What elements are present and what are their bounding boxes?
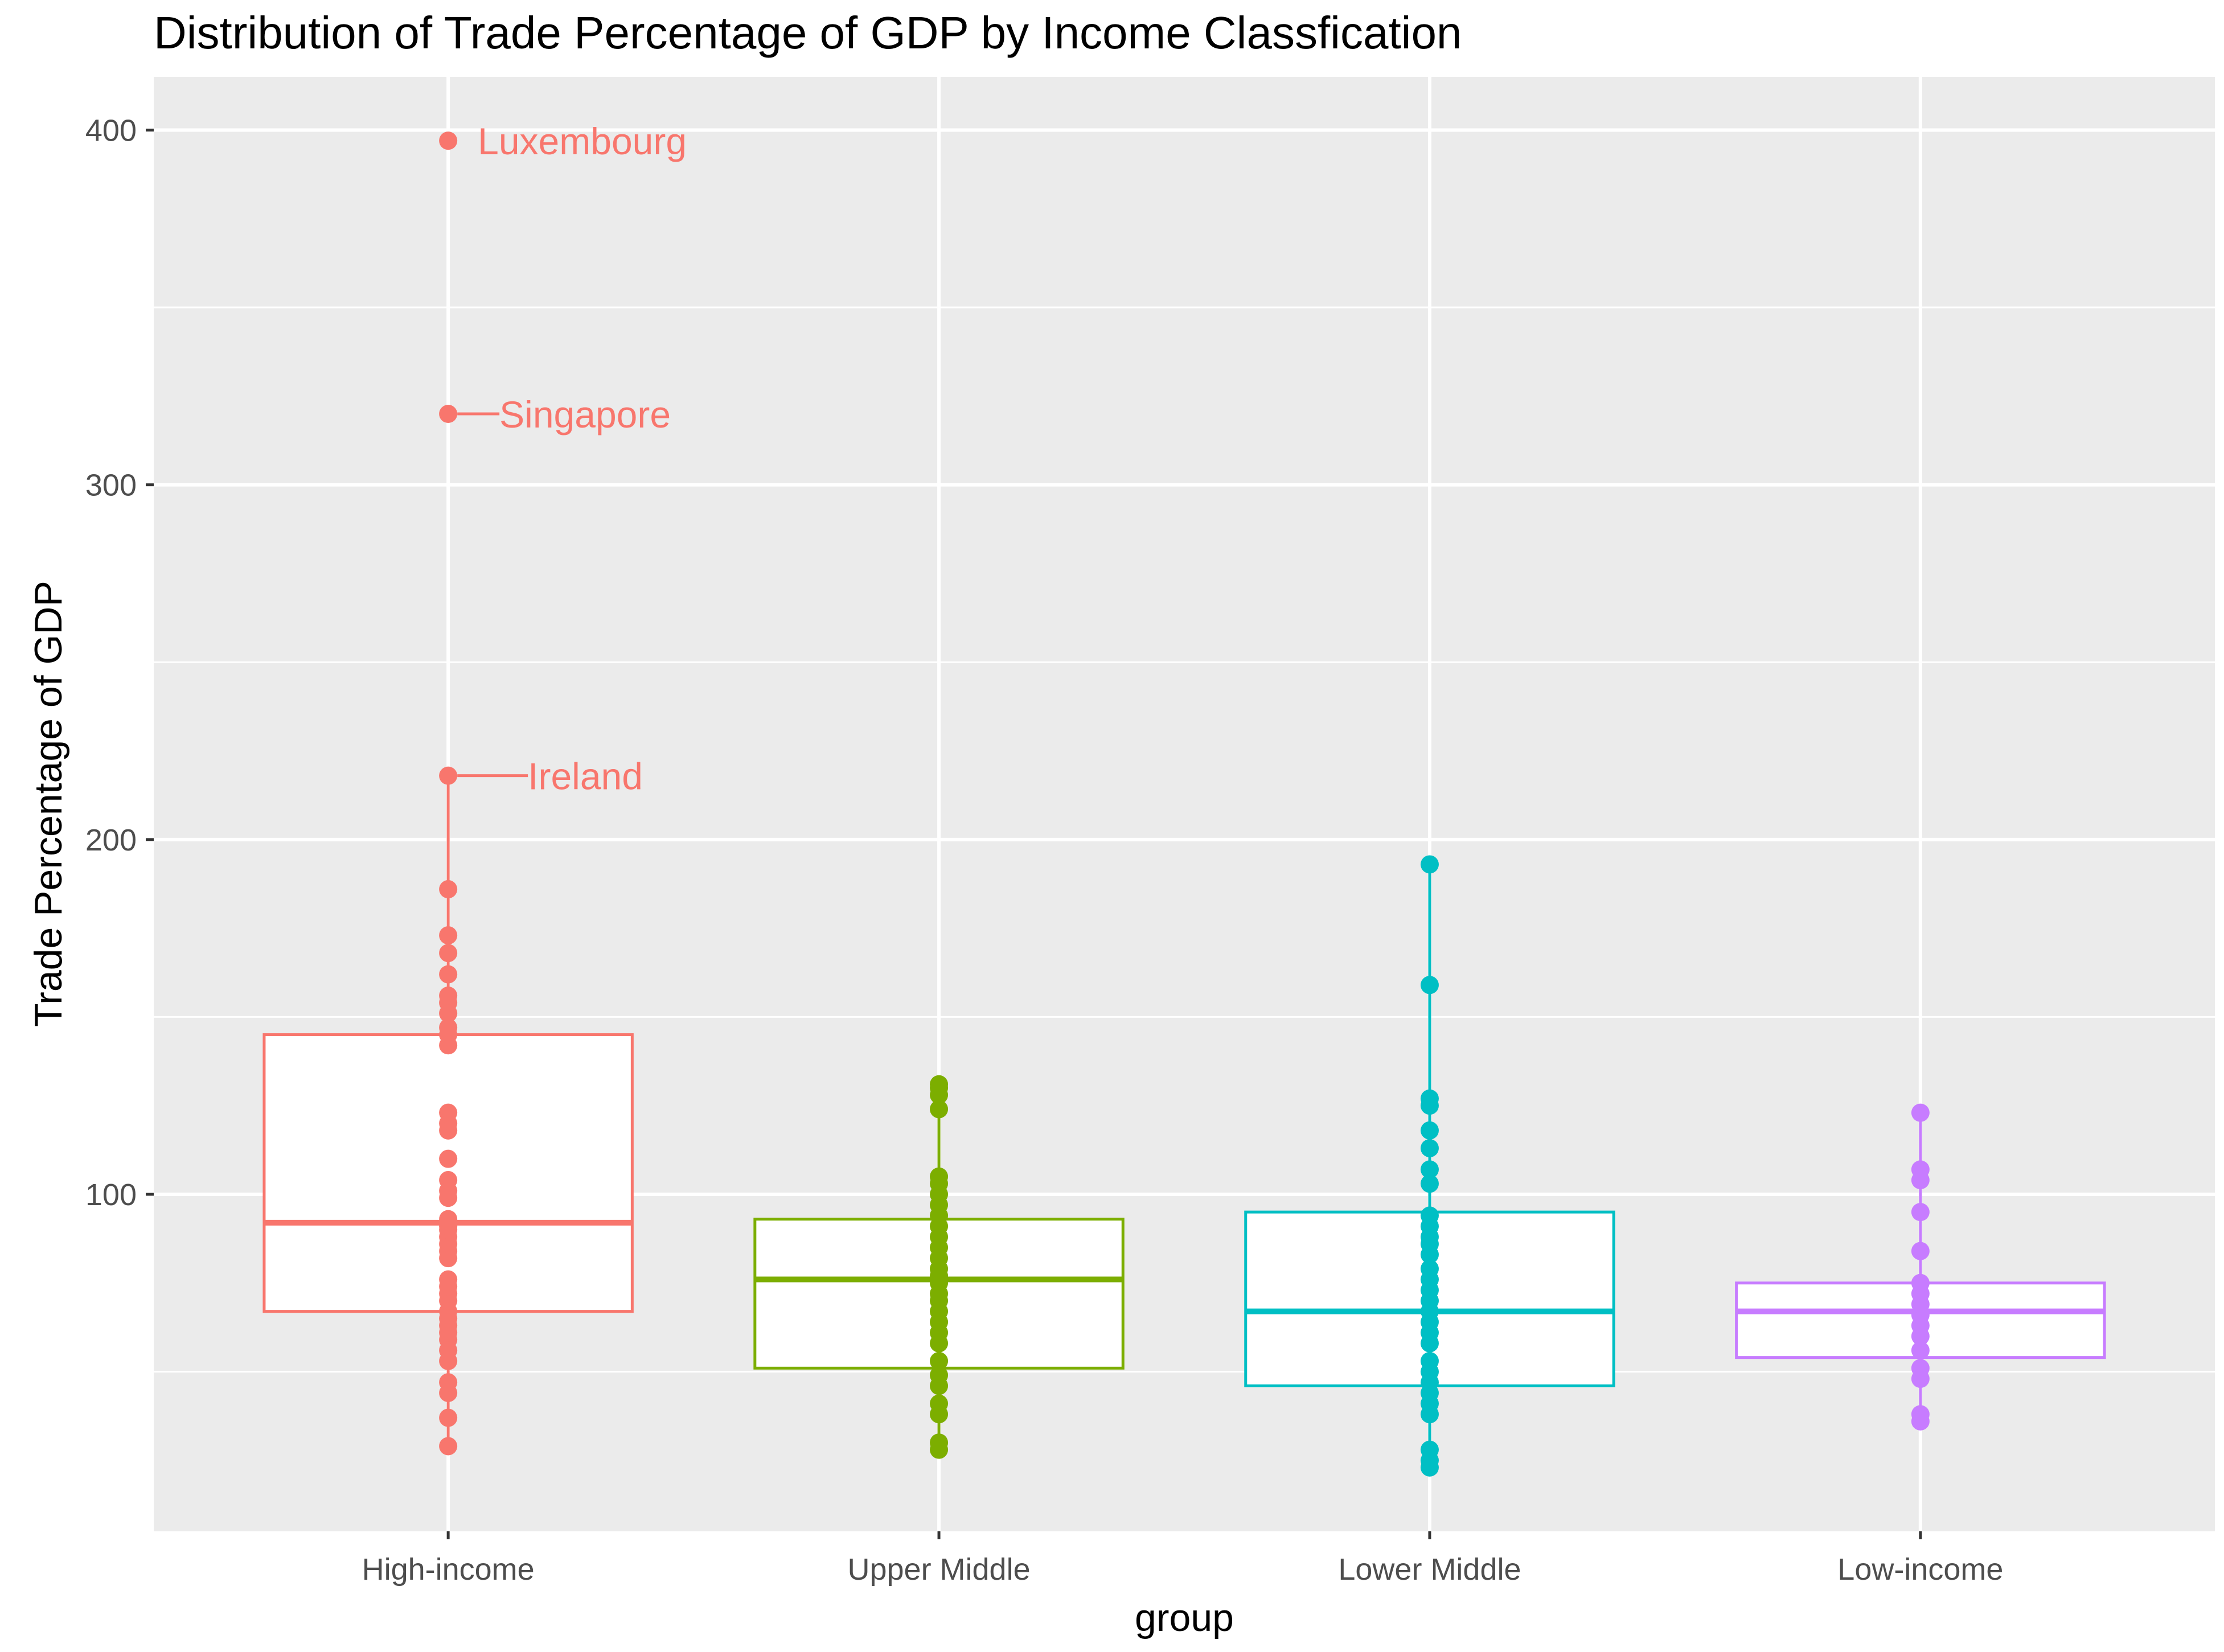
- data-point: [930, 1075, 949, 1094]
- data-point: [1911, 1242, 1930, 1260]
- data-point: [439, 944, 458, 963]
- data-point: [1911, 1203, 1930, 1222]
- x-tick-label: Lower Middle: [1338, 1552, 1521, 1587]
- data-point: [439, 965, 458, 984]
- data-point: [1420, 1351, 1439, 1370]
- box-group-low-income: [1735, 1103, 2106, 1431]
- data-point: [1420, 1259, 1439, 1278]
- data-point: [1420, 1206, 1439, 1225]
- data-point: [439, 1270, 458, 1289]
- x-axis: High-income Upper Middle Lower Middle Low-i…: [362, 1531, 2003, 1587]
- outlier-annotations: Luxembourg Singapore Ireland: [457, 120, 687, 798]
- data-point: [439, 1408, 458, 1427]
- annotation-label: Singapore: [499, 393, 671, 435]
- data-point: [439, 1437, 458, 1456]
- data-point: [930, 1394, 949, 1413]
- data-point: [1911, 1160, 1930, 1179]
- x-tick-label: Low-income: [1837, 1552, 2003, 1587]
- data-point: [1911, 1273, 1930, 1292]
- annotation-label: Luxembourg: [478, 120, 687, 162]
- data-point: [930, 1366, 949, 1384]
- data-point: [930, 1433, 949, 1452]
- y-tick-label: 300: [85, 469, 137, 503]
- data-point: [1420, 1139, 1439, 1157]
- data-point: [1420, 1121, 1439, 1140]
- data-point: [930, 1351, 949, 1370]
- y-axis: 100 200 300 400: [85, 113, 154, 1212]
- data-point: [1911, 1103, 1930, 1122]
- data-point: [1420, 1089, 1439, 1108]
- data-point: [439, 1171, 458, 1190]
- data-point: [1420, 1160, 1439, 1179]
- data-point: [439, 926, 458, 945]
- x-tick-label: High-income: [362, 1552, 535, 1587]
- data-point: [1911, 1405, 1930, 1424]
- data-point: [439, 1103, 458, 1122]
- y-axis-title: Trade Percentage of GDP: [27, 581, 70, 1027]
- y-tick-label: 200: [85, 823, 137, 857]
- x-tick-label: Upper Middle: [847, 1552, 1030, 1587]
- data-point: [439, 1210, 458, 1228]
- data-point: [439, 131, 458, 150]
- data-point: [439, 1149, 458, 1168]
- data-point: [439, 880, 458, 899]
- box-group-high-income: [262, 131, 634, 1456]
- data-point: [439, 987, 458, 1005]
- y-tick-label: 400: [85, 113, 137, 147]
- data-point: [1911, 1359, 1930, 1378]
- data-point: [1420, 1174, 1439, 1193]
- data-point: [1420, 976, 1439, 995]
- data-point: [1420, 855, 1439, 874]
- data-point: [930, 1100, 949, 1119]
- chart-title: Distribution of Trade Percentage of GDP …: [154, 7, 1462, 58]
- data-point: [1911, 1341, 1930, 1360]
- data-point: [1420, 1440, 1439, 1459]
- box-group-lower-middle: [1244, 855, 1615, 1477]
- data-point: [439, 1018, 458, 1037]
- data-point: [439, 405, 458, 424]
- y-tick-label: 100: [85, 1178, 137, 1212]
- x-axis-title: group: [1135, 1596, 1234, 1639]
- annotation-label: Ireland: [528, 755, 643, 798]
- box-group-upper-middle: [753, 1075, 1125, 1459]
- data-point: [439, 766, 458, 785]
- data-point: [930, 1167, 949, 1186]
- data-point: [439, 1373, 458, 1392]
- minor-gridlines: [154, 306, 2215, 1373]
- box-series: [262, 131, 2106, 1477]
